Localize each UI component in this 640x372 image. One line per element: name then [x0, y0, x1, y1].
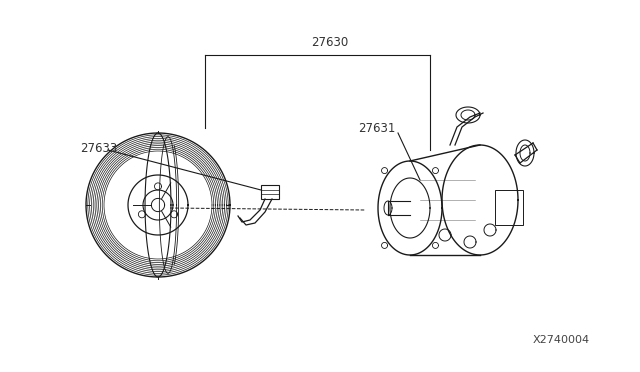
Text: 27630: 27630	[312, 35, 349, 48]
Bar	[261, 185, 279, 199]
Text: 27633: 27633	[80, 141, 117, 154]
Bar	[495, 190, 523, 225]
Text: 27631: 27631	[358, 122, 396, 135]
Text: X2740004: X2740004	[533, 335, 590, 345]
